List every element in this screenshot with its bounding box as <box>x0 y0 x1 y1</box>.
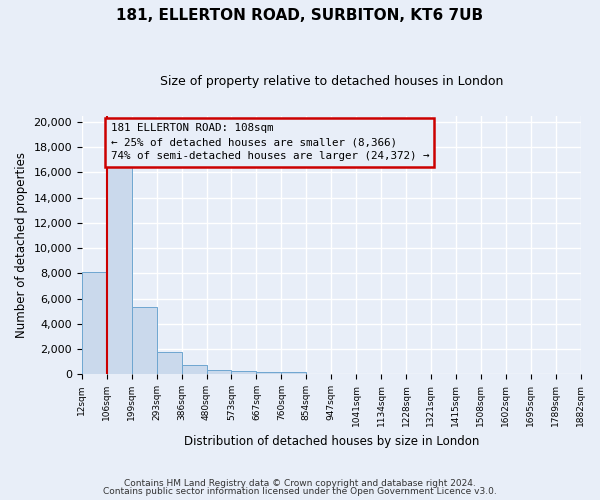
Y-axis label: Number of detached properties: Number of detached properties <box>15 152 28 338</box>
X-axis label: Distribution of detached houses by size in London: Distribution of detached houses by size … <box>184 434 479 448</box>
Bar <box>232 371 256 374</box>
Text: Contains public sector information licensed under the Open Government Licence v3: Contains public sector information licen… <box>103 487 497 496</box>
Text: 181, ELLERTON ROAD, SURBITON, KT6 7UB: 181, ELLERTON ROAD, SURBITON, KT6 7UB <box>116 8 484 22</box>
Bar <box>256 372 281 374</box>
Title: Size of property relative to detached houses in London: Size of property relative to detached ho… <box>160 75 503 88</box>
Text: 181 ELLERTON ROAD: 108sqm
← 25% of detached houses are smaller (8,366)
74% of se: 181 ELLERTON ROAD: 108sqm ← 25% of detac… <box>110 123 429 161</box>
Bar <box>182 365 206 374</box>
Text: Contains HM Land Registry data © Crown copyright and database right 2024.: Contains HM Land Registry data © Crown c… <box>124 478 476 488</box>
Bar <box>132 308 157 374</box>
Bar <box>82 272 107 374</box>
Bar <box>107 166 132 374</box>
Bar <box>157 352 182 374</box>
Bar <box>281 372 306 374</box>
Bar <box>206 370 232 374</box>
